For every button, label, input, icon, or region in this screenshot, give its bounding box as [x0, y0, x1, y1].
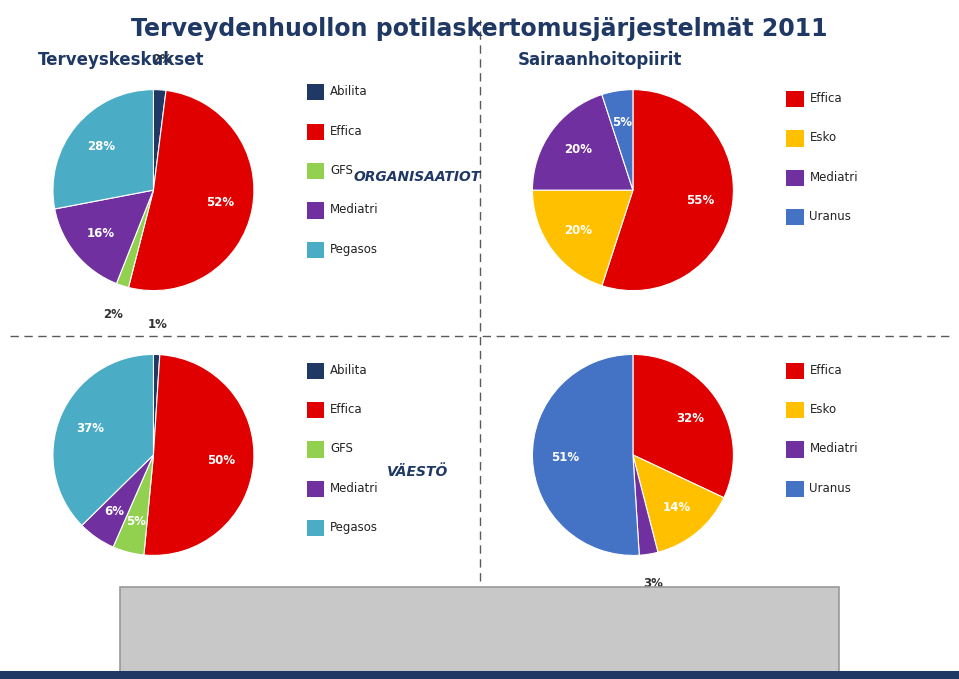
- Text: 1%: 1%: [148, 318, 168, 331]
- Text: 16%: 16%: [86, 227, 115, 240]
- Text: 92%: 92%: [445, 633, 471, 643]
- Text: Pegasos: Pegasos: [330, 242, 378, 256]
- Text: Pegasos: Pegasos: [330, 521, 378, 534]
- Text: ja väestön mukaan laskettuna: ja väestön mukaan laskettuna: [274, 633, 445, 643]
- Text: 51%: 51%: [550, 451, 578, 464]
- Text: ydinpotilaskertomusohjelmistoista käyttäjäorganisaatioiden lukumäärän mukaisesti: ydinpotilaskertomusohjelmistoista käyttä…: [139, 615, 655, 625]
- Text: Sairaanhoitopiirit: Sairaanhoitopiirit: [518, 51, 682, 69]
- Text: 6%: 6%: [105, 504, 125, 517]
- Text: Effica: Effica: [809, 92, 842, 105]
- Wedge shape: [53, 354, 153, 526]
- Text: KunTo-toimiston selvitys (Kuntaliitto 2011): KunTo-toimiston selvitys (Kuntaliitto 20…: [457, 640, 693, 650]
- Text: 20%: 20%: [564, 224, 592, 237]
- Text: Esko: Esko: [809, 403, 836, 416]
- Text: 2%: 2%: [104, 308, 123, 321]
- Wedge shape: [144, 354, 254, 555]
- Text: Esko: Esko: [809, 131, 836, 145]
- Text: 52%: 52%: [206, 196, 235, 209]
- Text: 37%: 37%: [77, 422, 105, 435]
- Text: Uranus: Uranus: [809, 210, 852, 223]
- Text: 2%: 2%: [152, 53, 172, 67]
- Wedge shape: [82, 455, 153, 547]
- Wedge shape: [129, 90, 254, 291]
- Text: Effica: Effica: [330, 124, 363, 138]
- Text: GFS: GFS: [330, 164, 353, 177]
- Text: 5%: 5%: [612, 116, 632, 129]
- Text: Mediatri: Mediatri: [330, 481, 379, 495]
- Text: . Vastaavat luvut ovat: . Vastaavat luvut ovat: [471, 633, 590, 643]
- Text: VÄESTÖ: VÄESTÖ: [386, 465, 448, 479]
- Text: 83%: 83%: [381, 650, 408, 661]
- Text: Abilita: Abilita: [330, 363, 367, 377]
- Text: Mediatri: Mediatri: [809, 442, 858, 456]
- Text: 75%: 75%: [255, 650, 281, 661]
- Wedge shape: [153, 354, 160, 455]
- Text: ORGANISAATIOT: ORGANISAATIOT: [354, 170, 480, 183]
- Text: 32%: 32%: [677, 412, 705, 425]
- Text: 55%: 55%: [687, 194, 714, 207]
- Text: Mediatri: Mediatri: [809, 170, 858, 184]
- Text: 14%: 14%: [663, 501, 690, 514]
- Text: Terveyskeskukset: Terveyskeskukset: [38, 51, 205, 69]
- Wedge shape: [55, 190, 153, 284]
- Text: 20%: 20%: [564, 143, 592, 156]
- Text: 82%: 82%: [247, 633, 274, 643]
- Text: Mediatri: Mediatri: [330, 203, 379, 217]
- Text: 28%: 28%: [86, 140, 115, 153]
- Text: terveyskeskuksissa: terveyskeskuksissa: [139, 633, 247, 643]
- Wedge shape: [153, 90, 166, 190]
- Wedge shape: [633, 354, 734, 498]
- Text: sairaanhoitopiireissä: sairaanhoitopiireissä: [139, 650, 255, 661]
- Text: 50%: 50%: [207, 454, 236, 467]
- Wedge shape: [532, 354, 640, 555]
- Text: Effica: Effica: [330, 403, 363, 416]
- Wedge shape: [532, 94, 633, 190]
- Wedge shape: [113, 455, 153, 555]
- Text: GFS: GFS: [330, 442, 353, 456]
- Text: 5%: 5%: [127, 515, 147, 528]
- Wedge shape: [633, 455, 658, 555]
- Wedge shape: [53, 90, 153, 209]
- Wedge shape: [532, 190, 633, 286]
- Wedge shape: [633, 455, 724, 552]
- Text: (organisaatiot) ja: (organisaatiot) ja: [281, 650, 381, 661]
- Text: (väestö): (väestö): [408, 650, 456, 661]
- Wedge shape: [602, 90, 633, 190]
- Text: Abilita: Abilita: [330, 85, 367, 98]
- Text: Tiedon ja Logican toimittamien järjestelmien markkinaosuus julkisen terveydenhuo: Tiedon ja Logican toimittamien järjestel…: [139, 598, 612, 608]
- Wedge shape: [116, 190, 153, 287]
- Text: Effica: Effica: [809, 363, 842, 377]
- Text: Uranus: Uranus: [809, 481, 852, 495]
- Text: Terveydenhuollon potilaskertomusjärjestelmät 2011: Terveydenhuollon potilaskertomusjärjeste…: [131, 17, 828, 41]
- Text: 3%: 3%: [643, 577, 664, 591]
- Wedge shape: [602, 90, 734, 291]
